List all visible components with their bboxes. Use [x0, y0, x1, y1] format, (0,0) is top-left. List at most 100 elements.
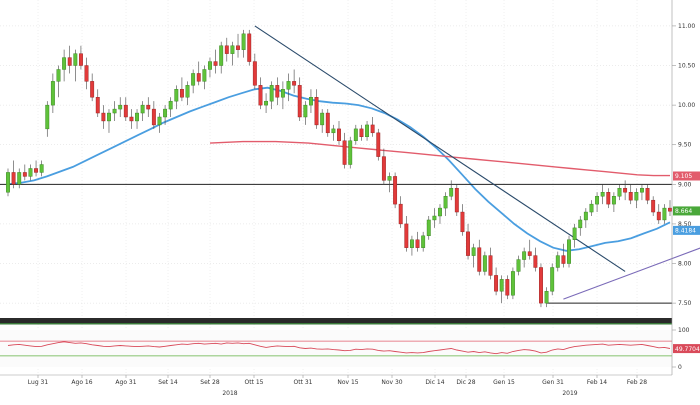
- candle: [236, 33, 240, 58]
- candle: [22, 164, 27, 181]
- candle: [320, 109, 325, 133]
- x-tick-label: Ott 31: [294, 379, 313, 386]
- rsi-y-tick-label: 0: [678, 364, 682, 371]
- candle: [219, 41, 224, 74]
- candle-body-up: [269, 85, 274, 102]
- candle-body-up: [6, 172, 10, 193]
- candle: [499, 275, 504, 304]
- year-label: 2019: [562, 390, 577, 397]
- candle-body-down: [22, 172, 27, 177]
- rsi-line: [7, 341, 671, 355]
- candle: [348, 136, 353, 169]
- candle: [286, 73, 291, 102]
- candle: [252, 53, 257, 90]
- candle-body-down: [247, 33, 252, 62]
- candle: [84, 57, 89, 90]
- candle-body-up: [471, 247, 476, 256]
- candle-body-up: [482, 255, 487, 272]
- candle: [118, 97, 123, 117]
- candle-body-down: [314, 96, 319, 126]
- candle-body-down: [151, 108, 156, 126]
- candle: [95, 89, 100, 117]
- candle-body-up: [572, 227, 577, 240]
- y-tick-label: 10.50: [678, 63, 695, 70]
- candle-body-up: [583, 211, 588, 221]
- candle-body-down: [224, 45, 229, 54]
- x-tick-label: Ott 15: [245, 379, 264, 386]
- x-tick-label: Dic 14: [425, 379, 444, 386]
- candle: [376, 128, 381, 161]
- candle: [208, 57, 212, 78]
- y-tick-label: 9.00: [678, 181, 692, 188]
- y-tick-label: 8.50: [678, 221, 692, 228]
- candle-body-up: [163, 108, 168, 118]
- candle-body-down: [252, 61, 257, 86]
- candle: [247, 29, 252, 66]
- candle-body-up: [589, 203, 594, 213]
- downtrend-line: [254, 25, 626, 272]
- candle: [78, 45, 83, 70]
- candle-body-up: [426, 219, 431, 237]
- candle-body-up: [567, 239, 571, 264]
- x-tick-label: Ago 31: [115, 379, 136, 386]
- candle-body-up: [56, 69, 61, 82]
- candle-body-up: [185, 85, 190, 98]
- y-tick-label: 10.00: [678, 102, 695, 109]
- candle-body-down: [533, 255, 538, 268]
- candle: [494, 267, 499, 296]
- candle: [578, 216, 583, 236]
- candle: [398, 196, 403, 228]
- candle-body-down: [67, 57, 72, 66]
- candle: [314, 89, 319, 129]
- candle: [45, 101, 50, 137]
- candle: [337, 120, 341, 145]
- candle: [516, 255, 521, 276]
- candle: [583, 208, 588, 228]
- candle-body-down: [34, 168, 38, 173]
- candle-body-up: [387, 176, 392, 181]
- candle-body-up: [241, 33, 246, 50]
- candle: [460, 204, 465, 236]
- x-tick-label: Feb 28: [627, 379, 647, 386]
- candle: [67, 45, 72, 74]
- candle: [224, 37, 229, 62]
- candle: [90, 73, 95, 102]
- candle: [561, 243, 566, 268]
- x-tick-label: Lug 31: [28, 379, 49, 386]
- candle: [466, 223, 470, 260]
- candle: [600, 184, 605, 205]
- candle: [185, 81, 190, 106]
- candle-body-up: [432, 215, 437, 221]
- candle: [28, 164, 33, 181]
- candle: [421, 231, 426, 252]
- candle-body-down: [11, 172, 16, 185]
- candle-body-up: [219, 45, 224, 66]
- candle: [522, 247, 527, 268]
- candle-body-down: [213, 61, 218, 66]
- candle: [6, 168, 10, 197]
- candle: [325, 109, 330, 137]
- candle-body-up: [443, 195, 448, 209]
- candle-body-up: [611, 195, 616, 205]
- x-tick-label: Set 14: [158, 379, 178, 386]
- candle-body-up: [286, 81, 291, 90]
- candle-body-down: [494, 275, 499, 292]
- candle-body-down: [258, 85, 263, 106]
- candle-body-up: [662, 207, 667, 221]
- candle: [550, 263, 555, 296]
- candle-body-up: [39, 164, 44, 173]
- candle-body-down: [415, 239, 420, 248]
- candle: [258, 77, 263, 110]
- candle: [606, 188, 611, 209]
- candle-body-up: [634, 192, 639, 201]
- candle: [213, 49, 218, 74]
- candle-body-up: [45, 104, 50, 130]
- candle-body-up: [578, 219, 583, 229]
- candle-body-down: [101, 112, 106, 122]
- candle: [415, 231, 420, 252]
- candle-body-down: [146, 104, 151, 110]
- candle-body-up: [208, 61, 212, 70]
- candle-body-up: [449, 188, 454, 197]
- candle-body-up: [365, 124, 369, 137]
- candle-body-up: [17, 172, 22, 185]
